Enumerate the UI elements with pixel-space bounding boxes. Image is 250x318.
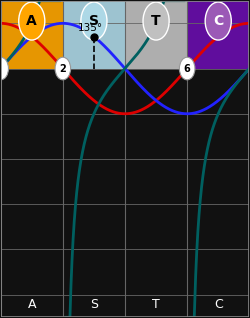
Text: C: C — [213, 14, 223, 28]
Bar — [1, 293, 249, 317]
Circle shape — [19, 2, 45, 40]
Text: S: S — [89, 14, 99, 28]
Text: A: A — [28, 298, 36, 310]
Bar — [1, 1, 63, 69]
Circle shape — [205, 2, 231, 40]
Text: T: T — [152, 298, 160, 310]
Text: 135°: 135° — [78, 23, 104, 33]
Bar — [187, 1, 249, 69]
Circle shape — [143, 2, 169, 40]
Circle shape — [0, 57, 8, 80]
Circle shape — [55, 57, 70, 80]
Text: S: S — [90, 298, 98, 310]
Text: C: C — [214, 298, 222, 310]
Text: A: A — [26, 14, 37, 28]
Text: 6: 6 — [184, 64, 190, 73]
Text: T: T — [151, 14, 161, 28]
Bar — [63, 1, 125, 69]
Circle shape — [81, 2, 107, 40]
Text: 2: 2 — [60, 64, 66, 73]
Bar — [125, 1, 187, 69]
Circle shape — [180, 57, 195, 80]
